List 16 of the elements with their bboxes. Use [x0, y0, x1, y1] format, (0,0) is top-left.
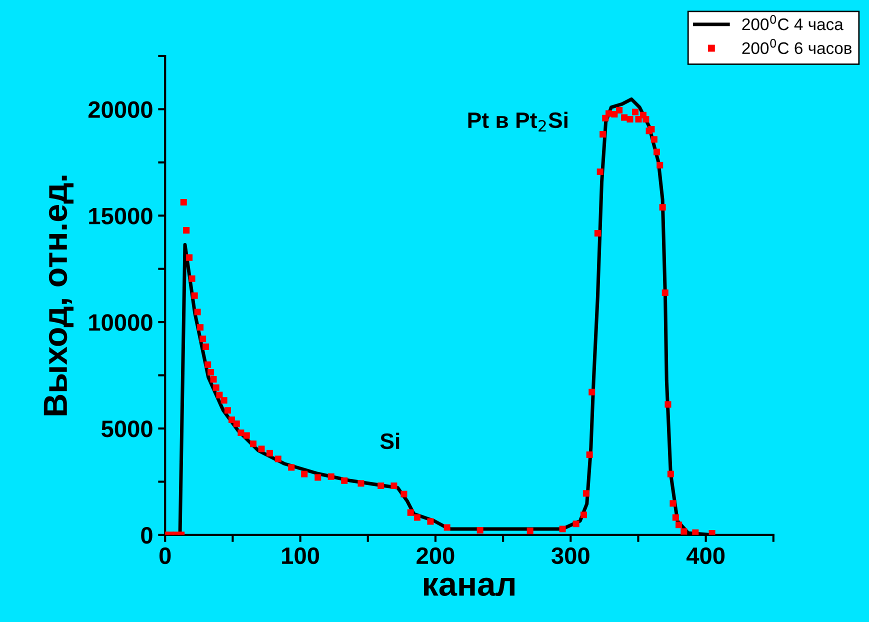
x-tick-label: 200 — [416, 547, 454, 564]
y-tick-label: 20000 — [88, 101, 152, 118]
y-tick-label: 0 — [141, 526, 152, 544]
x-tick-label: 300 — [551, 547, 590, 564]
y-axis-title: Выход, отн.ед. — [44, 176, 74, 416]
x-tick-label: 0 — [159, 547, 171, 564]
annotation: Si — [380, 432, 400, 450]
x-tick-label: 400 — [686, 547, 725, 564]
annotation: Pt в Pt$_{2}$Si — [468, 112, 568, 132]
x-tick-label: 100 — [282, 547, 320, 564]
y-tick-label: 10000 — [89, 314, 152, 331]
y-tick-label: 5000 — [102, 420, 152, 438]
x-axis-title: канал — [424, 578, 514, 596]
legend-label: 200$^{0}$C 4 часа — [742, 15, 844, 30]
y-tick-label: 15000 — [89, 208, 152, 224]
legend-label: 200$^{0}$C 6 часов — [742, 38, 852, 54]
